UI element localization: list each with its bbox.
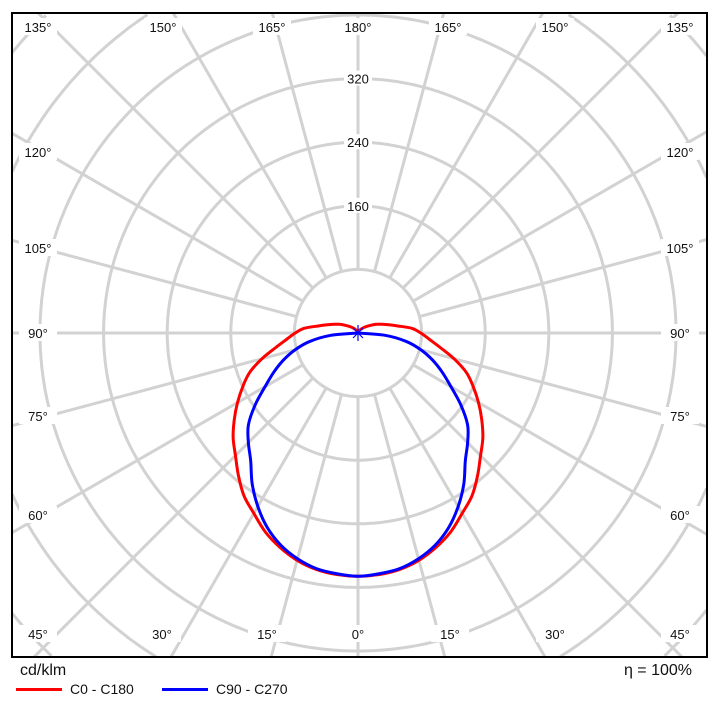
grid-spoke: [12, 363, 304, 535]
angle-label: 30°: [545, 627, 565, 642]
curves: [231, 322, 485, 578]
grid-spoke: [401, 13, 680, 290]
legend-swatch-red: [16, 687, 62, 691]
radial-tick-labels: 160 240 320: [344, 70, 372, 214]
legend-item-c90: C90 - C270: [162, 681, 288, 697]
angle-label: 180°: [345, 20, 372, 35]
grid-spoke: [412, 363, 707, 536]
grid-spoke: [373, 13, 446, 272]
grid-spoke: [419, 238, 707, 318]
angle-label: 120°: [667, 145, 694, 160]
grid-spoke: [419, 348, 707, 428]
legend-label: C90 - C270: [216, 681, 288, 697]
angle-labels: 135° 150° 165° 180° 165° 150° 135° 120° 105° 90° 7…: [19, 18, 699, 642]
polar-grid: [12, 13, 707, 657]
radial-tick-label: 160: [347, 199, 369, 214]
angle-label: 150°: [542, 20, 569, 35]
grid-spoke: [171, 13, 328, 279]
grid-spoke: [36, 13, 315, 290]
angle-label: 45°: [670, 627, 690, 642]
angle-label: 60°: [670, 508, 690, 523]
angle-label: 165°: [435, 20, 462, 35]
angle-label: 150°: [150, 20, 177, 35]
angle-label: 0°: [352, 627, 364, 642]
grid-spoke: [412, 130, 707, 303]
angle-label: 135°: [667, 20, 694, 35]
grid-spoke: [270, 13, 343, 272]
grid-ring: [12, 13, 707, 657]
radial-tick-label: 320: [347, 72, 369, 87]
grid-spoke: [401, 376, 684, 657]
grid-spoke: [12, 131, 304, 303]
angle-label: 120°: [25, 145, 52, 160]
unit-label: cd/klm: [20, 662, 67, 679]
grid-spoke: [32, 376, 315, 657]
grid-spoke: [373, 394, 447, 657]
angle-label: 75°: [28, 409, 48, 424]
plot-frame: [11, 12, 708, 658]
angle-label: 90°: [28, 326, 48, 341]
grid-spoke: [12, 348, 297, 428]
angle-label: 105°: [667, 241, 694, 256]
angle-label: 15°: [440, 627, 460, 642]
angle-label: 105°: [25, 241, 52, 256]
grid-spoke: [269, 394, 343, 657]
efficiency-label: η = 100%: [623, 662, 692, 679]
angle-label: 75°: [670, 409, 690, 424]
series-curve-1: [246, 331, 470, 578]
legend-swatch-blue: [162, 687, 208, 691]
angle-label: 165°: [259, 20, 286, 35]
grid-spoke: [12, 238, 297, 318]
angle-label: 135°: [25, 20, 52, 35]
angle-label: 15°: [257, 627, 277, 642]
legend-item-c0: C0 - C180: [16, 681, 134, 697]
angle-label: 60°: [28, 508, 48, 523]
grid-spoke: [388, 387, 547, 657]
grid-spoke: [169, 387, 328, 657]
angle-label: 45°: [28, 627, 48, 642]
angle-label: 30°: [152, 627, 172, 642]
legend-label: C0 - C180: [70, 681, 134, 697]
radial-tick-label: 240: [347, 135, 369, 150]
center-marker: [352, 327, 364, 339]
grid-spoke: [388, 13, 545, 279]
angle-label: 90°: [670, 326, 690, 341]
